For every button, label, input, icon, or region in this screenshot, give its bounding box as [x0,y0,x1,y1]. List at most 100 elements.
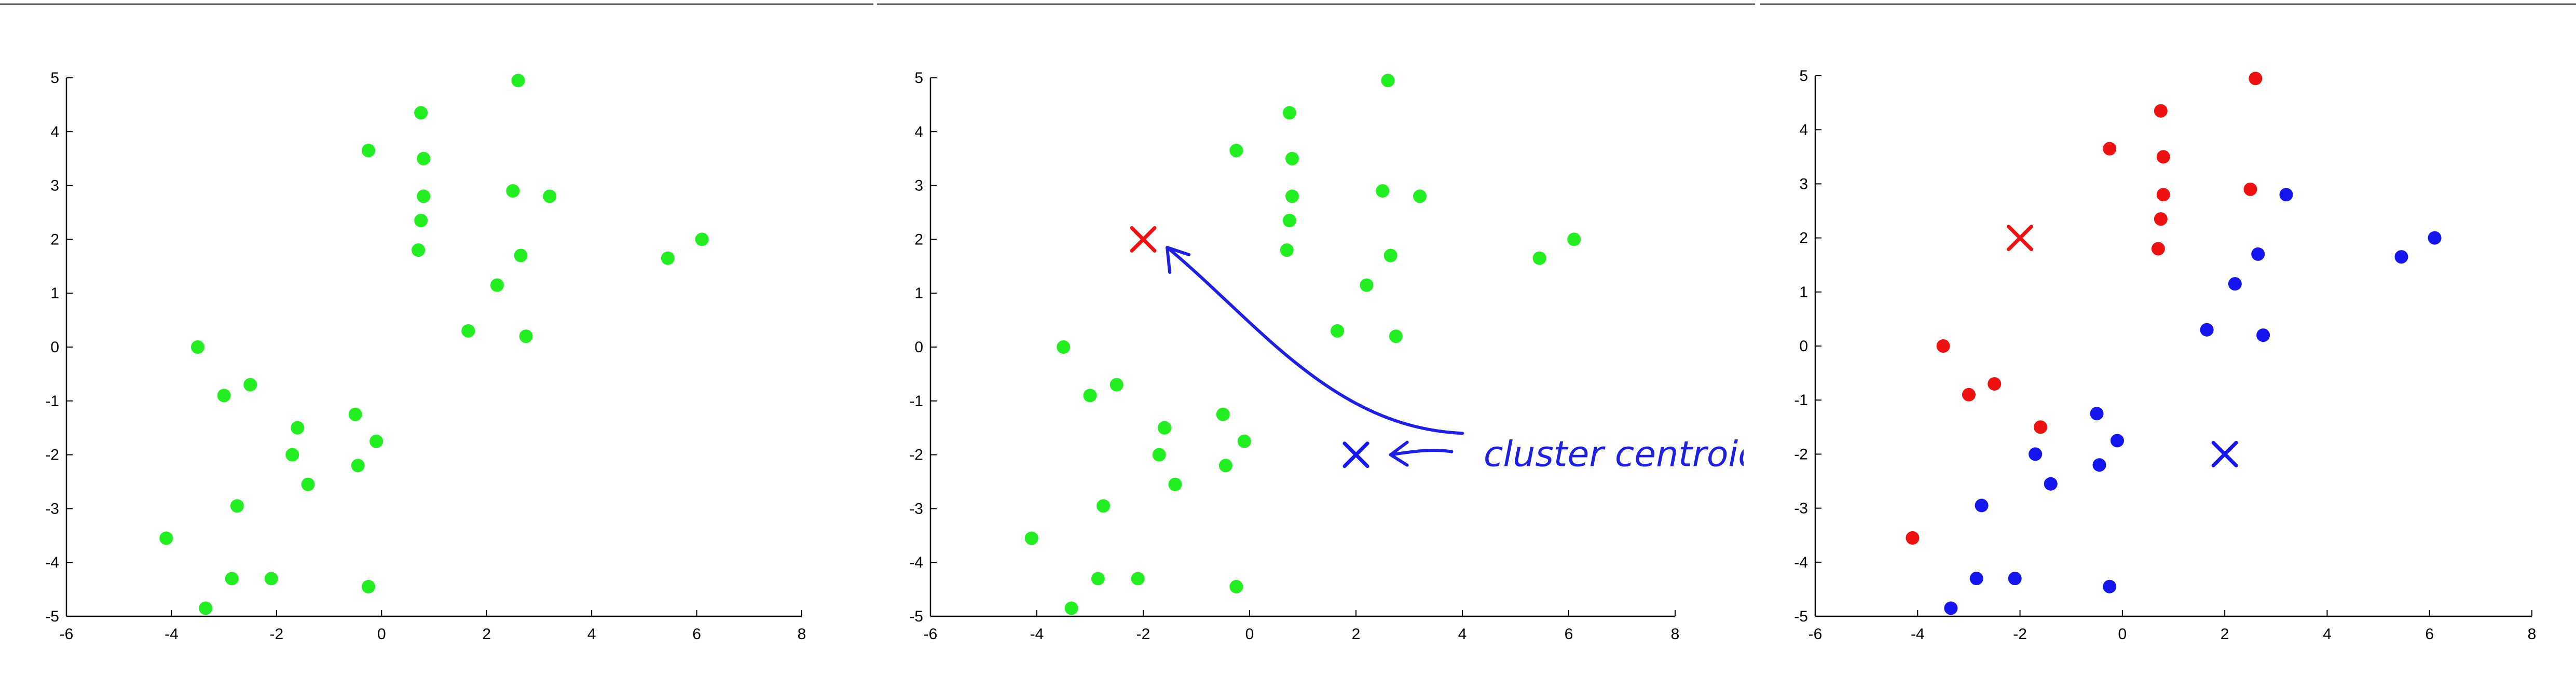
data-point [414,106,428,120]
x-tick-label: -4 [165,626,179,643]
data-point [2156,188,2170,202]
y-tick-label: 5 [914,70,923,87]
data-point [543,189,557,203]
data-point [1168,477,1182,491]
data-point [1280,243,1294,257]
data-point [412,243,426,257]
x-tick-label: 0 [1245,626,1254,643]
y-tick-label: -3 [45,500,59,517]
data-point [1285,151,1299,165]
y-tick-label: 0 [50,339,59,356]
data-point [1057,340,1071,354]
y-tick-label: -2 [45,447,59,464]
data-point [1064,601,1078,615]
x-tick-label: 4 [1458,626,1467,643]
data-point [511,74,525,88]
data-point [1091,572,1105,586]
data-point [661,251,675,265]
y-tick-label: 4 [50,123,59,141]
y-tick-label: -4 [909,554,923,571]
y-tick-label: -5 [45,608,59,625]
data-point [506,184,520,198]
data-point [291,421,305,435]
data-point [1216,407,1230,421]
data-point [1282,106,1296,120]
data-point [351,459,365,473]
x-tick-label: -2 [1136,626,1150,643]
data-point [2156,150,2170,164]
x-tick-label: -4 [1030,626,1044,643]
data-point [301,477,315,491]
data-point [1229,144,1243,158]
data-point [2092,458,2106,472]
data-point [1381,74,1395,88]
data-point [1285,189,1299,203]
y-tick-label: 5 [50,70,59,87]
scatter-plot-unlabeled: -6 -4 -2 0 2 4 6 8 -5 -4 -3 -2 -1 0 1 2 3 4 5 [45,70,806,643]
y-tick-label: 3 [914,177,923,195]
data-point [2008,572,2022,586]
data-point [1383,248,1397,262]
data-point [361,579,375,593]
y-tick-label: 0 [1799,338,1808,355]
data-point [2249,72,2263,86]
y-tick-label: 2 [1799,230,1808,247]
data-point [1969,572,1983,586]
data-point [285,448,299,462]
data-point [1229,579,1243,593]
y-tick-label: -4 [45,554,59,571]
data-point [2044,477,2058,491]
annotation-arrow-curve [1166,245,1464,435]
data-point [191,340,205,354]
data-point [230,499,244,513]
y-tick-label: -1 [45,393,59,410]
data-point [1988,377,2002,391]
panel-unlabeled-data: -6 -4 -2 0 2 4 6 8 -5 -4 -3 -2 -1 0 1 2 3 4 5 [0,0,856,677]
x-tick-label: -2 [270,626,284,643]
y-tick-label: 2 [50,231,59,248]
data-point [1389,329,1403,343]
y-tick-label: 3 [1799,175,1808,192]
data-point [1024,531,1038,545]
centroid-marker [2211,440,2238,467]
data-point [199,601,213,615]
data-point [1218,459,1232,473]
y-tick-label: -3 [909,500,923,517]
x-tick-label: 6 [1565,626,1573,643]
data-point [1360,278,1374,292]
data-point [264,572,278,586]
data-point [695,232,709,246]
y-tick-label: -2 [909,447,923,464]
data-point [417,189,431,203]
y-tick-label: -3 [1794,500,1808,517]
y-tick-label: -5 [909,608,923,625]
x-tick-label: 8 [1671,626,1680,643]
y-tick-label: 2 [914,231,923,248]
x-tick-label: -6 [60,626,74,643]
y-tick-label: 1 [914,285,923,302]
x-tick-label: -6 [924,626,938,643]
x-tick-label: -4 [1911,626,1925,643]
data-point [1413,189,1427,203]
data-point [159,531,173,545]
annotation-label: cluster centroids [1484,434,1744,475]
y-tick-label: 5 [1799,67,1808,85]
y-tick-label: 1 [1799,284,1808,301]
data-point [1331,324,1345,338]
data-point [2251,247,2265,261]
x-tick-label: 0 [2118,626,2127,643]
y-tick-label: 4 [1799,121,1808,139]
data-point [217,389,231,403]
data-point [1097,499,1111,513]
data-point [490,278,504,292]
x-tick-label: 6 [692,626,701,643]
data-point [1282,214,1296,228]
data-point [243,378,257,392]
data-point [1567,232,1581,246]
data-point [1376,184,1390,198]
data-point [2200,323,2214,337]
panel-centroids: -6 -4 -2 0 2 4 6 8 -5 -4 -3 -2 -1 0 1 2 3 4 5 cluster centr… [872,0,1744,677]
centroid-marker [1130,226,1157,253]
data-point [1158,421,1171,435]
annotation-arrow-short [1389,449,1454,457]
